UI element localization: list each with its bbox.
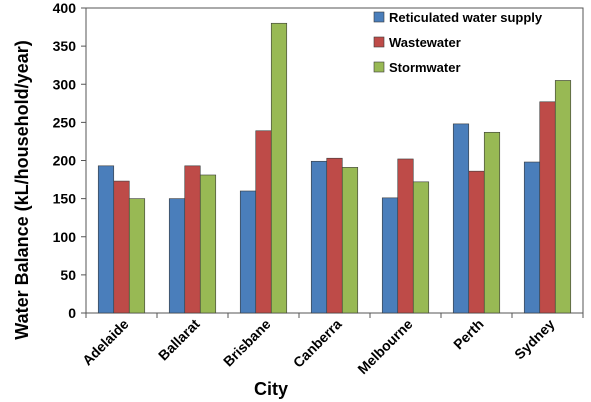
y-tick-label: 300 — [53, 76, 77, 92]
bar-adelaide-reticulated-water-supply — [97, 165, 115, 314]
legend-swatch — [373, 11, 385, 23]
bar-canberra-wastewater — [326, 157, 343, 314]
bar-canberra-stormwater — [341, 167, 359, 314]
bar-perth-wastewater — [468, 170, 485, 314]
bar-perth-stormwater — [483, 131, 501, 314]
bar-brisbane-stormwater — [270, 22, 288, 314]
bar-adelaide-stormwater — [128, 198, 146, 314]
legend-swatch — [373, 61, 385, 73]
bar-melbourne-wastewater — [397, 158, 414, 314]
x-category-label: Perth — [450, 316, 487, 353]
legend-label: Reticulated water supply — [389, 10, 543, 25]
bar-melbourne-reticulated-water-supply — [381, 197, 399, 314]
bars — [97, 22, 572, 314]
y-tick-label: 350 — [53, 38, 77, 54]
legend-swatch — [373, 36, 385, 48]
x-category-label: Ballarat — [155, 316, 203, 364]
y-tick-label: 150 — [53, 191, 77, 207]
legend-label: Stormwater — [389, 60, 461, 75]
y-axis-ticks: 0 50 100 150 200 250 300 350 400 — [53, 0, 86, 321]
bar-canberra-reticulated-water-supply — [310, 160, 328, 314]
bar-ballarat-wastewater — [184, 165, 201, 314]
bar-adelaide-wastewater — [113, 180, 130, 314]
x-category-label: Adelaide — [79, 316, 132, 369]
bar-ballarat-stormwater — [199, 174, 217, 314]
x-category-label: Melbourne — [354, 316, 416, 378]
x-category-label: Sydney — [511, 316, 558, 363]
bar-sydney-stormwater — [554, 80, 572, 314]
y-tick-label: 400 — [53, 0, 77, 16]
bar-brisbane-wastewater — [255, 130, 272, 314]
bar-sydney-wastewater — [539, 101, 556, 314]
bar-brisbane-reticulated-water-supply — [239, 190, 257, 314]
y-tick-label: 50 — [60, 267, 76, 283]
bar-sydney-reticulated-water-supply — [523, 161, 541, 314]
x-category-label: Brisbane — [220, 316, 274, 370]
y-tick-label: 200 — [53, 153, 77, 169]
y-axis-title: Water Balance (kL/household/year) — [12, 40, 32, 339]
x-category-label: Canberra — [290, 316, 345, 371]
y-tick-label: 100 — [53, 229, 77, 245]
bar-melbourne-stormwater — [412, 181, 430, 314]
legend: Reticulated water supply Wastewater Stormw… — [373, 10, 543, 75]
bar-perth-reticulated-water-supply — [452, 123, 470, 314]
y-tick-label: 250 — [53, 114, 77, 130]
legend-label: Wastewater — [389, 35, 461, 50]
y-tick-label: 0 — [68, 305, 76, 321]
bar-ballarat-reticulated-water-supply — [168, 198, 186, 314]
x-axis-title: City — [254, 379, 288, 399]
x-axis-category-labels: Adelaide Ballarat Brisbane Canberra Melbourn… — [79, 313, 584, 378]
